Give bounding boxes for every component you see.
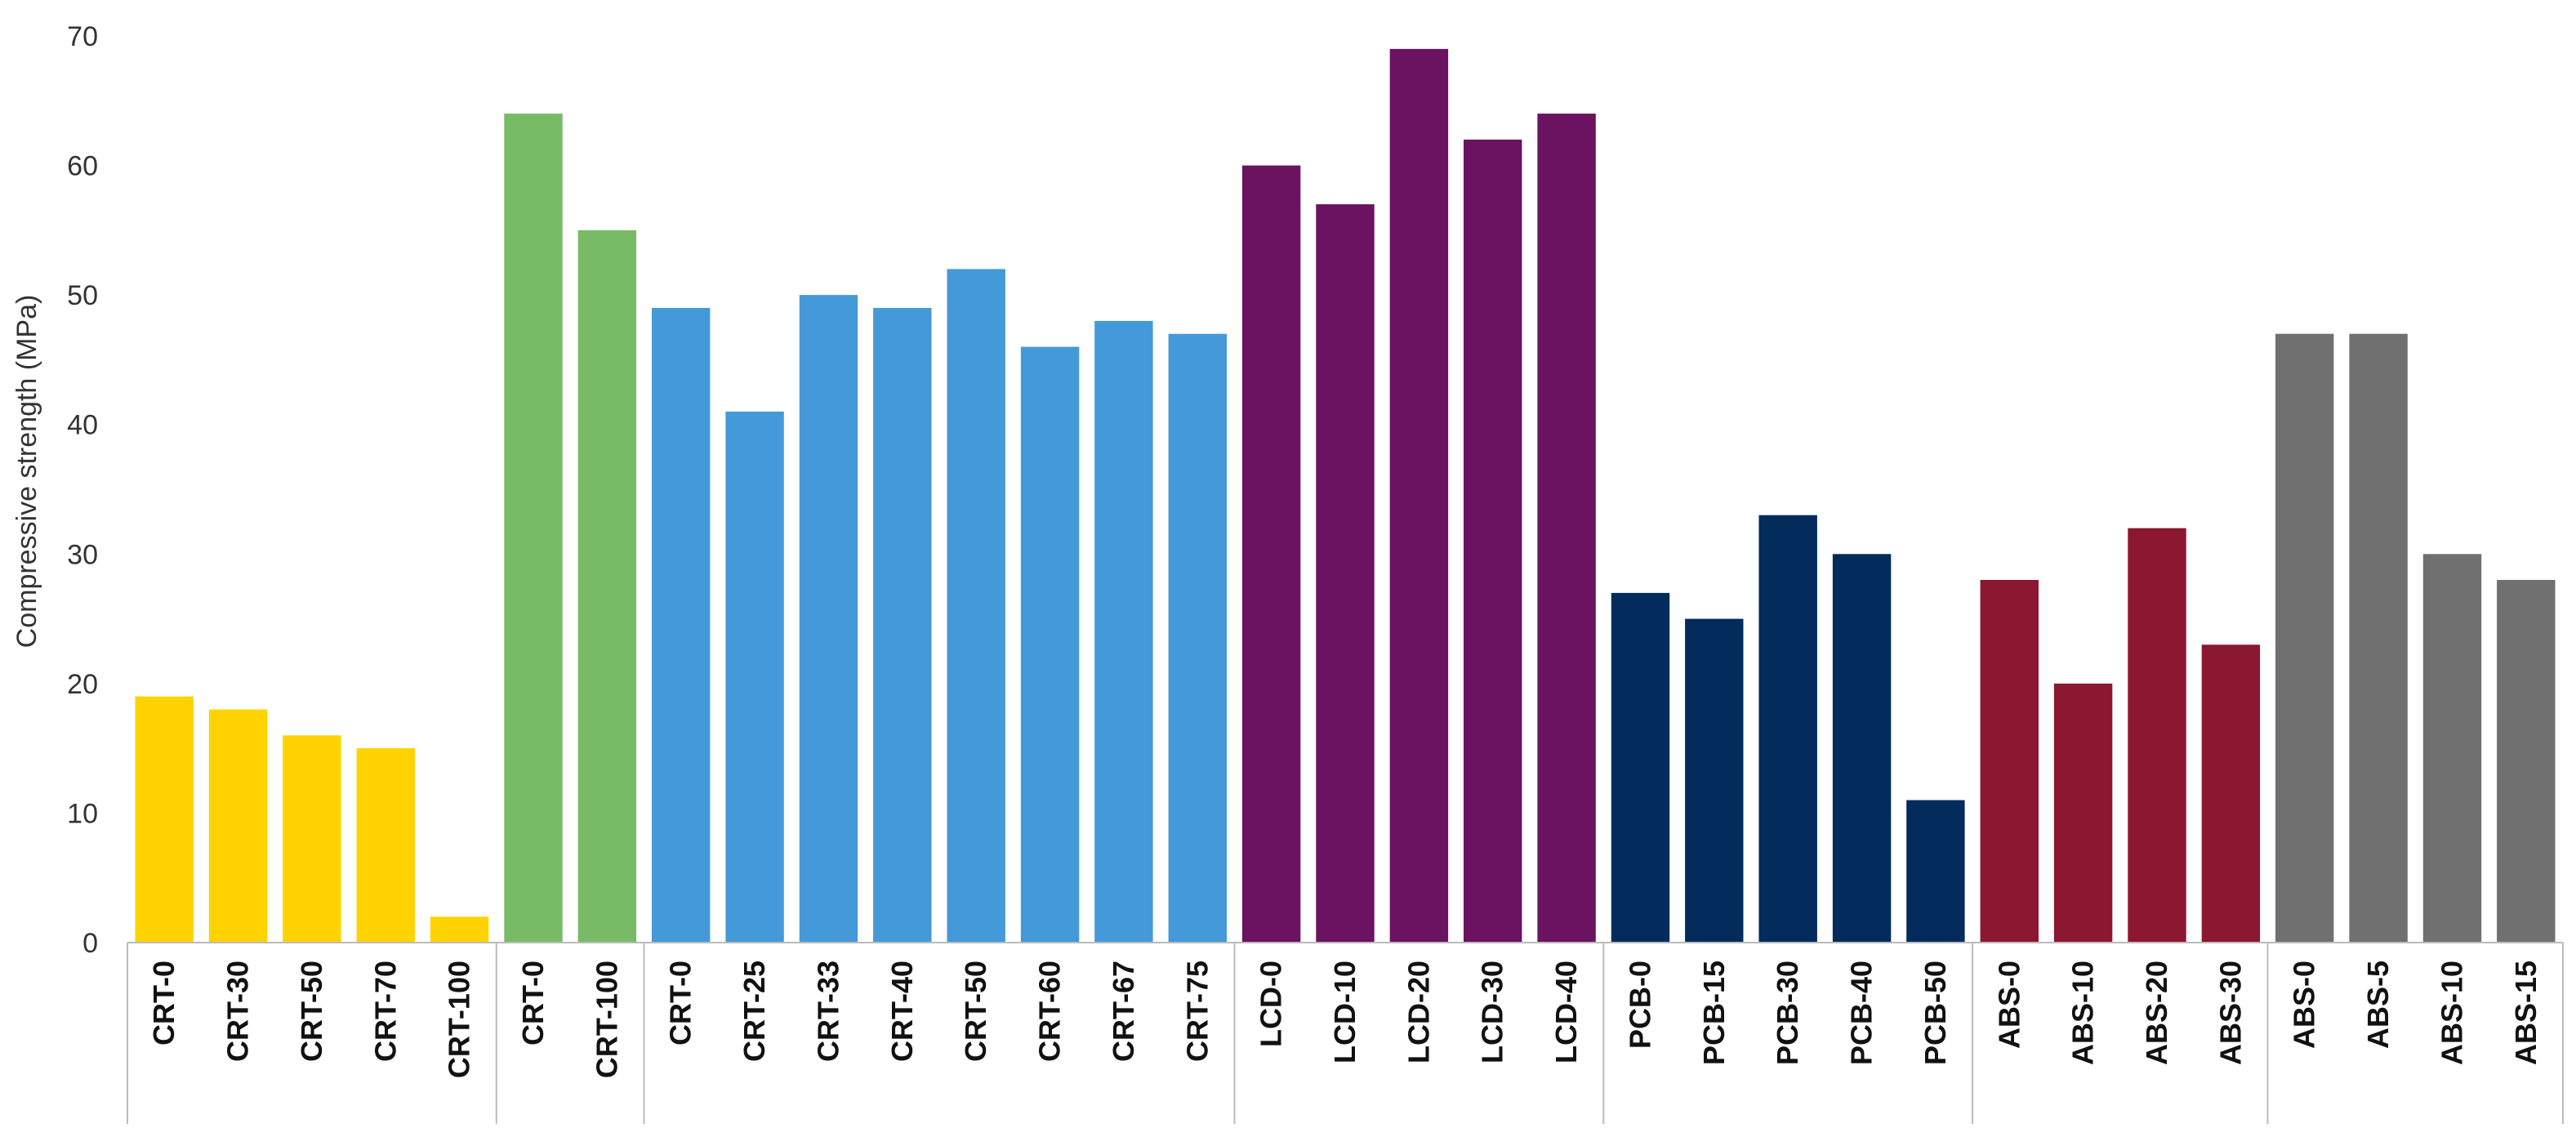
- bar: [947, 269, 1005, 943]
- bar: [283, 735, 341, 943]
- x-tick-label: CRT-70: [368, 961, 402, 1062]
- bar: [652, 308, 711, 943]
- bar: [1832, 554, 1892, 943]
- y-axis-title: Compressive strength (MPa): [11, 295, 42, 649]
- bar: [2275, 333, 2334, 943]
- x-tick-label: PCB-0: [1624, 961, 1657, 1049]
- x-tick-label: ABS-30: [2213, 961, 2247, 1065]
- x-tick-label: PCB-30: [1771, 961, 1804, 1065]
- bar: [356, 748, 415, 943]
- y-tick-label: 30: [67, 539, 98, 570]
- bar: [2201, 644, 2261, 943]
- bar: [504, 114, 563, 943]
- x-tick-label: CRT-100: [590, 961, 623, 1078]
- bar: [1685, 618, 1744, 943]
- x-tick-label: CRT-60: [1033, 961, 1067, 1062]
- y-tick-label: 20: [67, 669, 98, 700]
- bar: [2497, 580, 2556, 943]
- x-tick-label: CRT-100: [443, 961, 476, 1078]
- x-tick-label: CRT-25: [738, 961, 771, 1062]
- y-tick-label: 70: [67, 21, 98, 52]
- x-tick-label: CRT-30: [221, 961, 255, 1062]
- x-tick-label: CRT-40: [885, 961, 919, 1062]
- x-axis-labels: CRT-0 CRT-30 CRT-50 CRT-70 CRT-100 CRT-0 CRT-1…: [147, 961, 2543, 1078]
- x-tick-label: ABS-10: [2436, 961, 2469, 1065]
- x-tick-label: PCB-15: [1697, 961, 1731, 1065]
- bar: [135, 696, 194, 943]
- x-tick-label: PCB-40: [1845, 961, 1879, 1065]
- bar: [873, 308, 932, 943]
- x-tick-label: ABS-15: [2509, 961, 2543, 1065]
- x-tick-label: LCD-10: [1328, 961, 1362, 1063]
- bar: [1758, 515, 1817, 943]
- bar: [725, 411, 784, 943]
- bar: [2128, 528, 2186, 943]
- bar: [1906, 800, 1965, 943]
- bar: [1316, 204, 1375, 943]
- x-tick-label: ABS-20: [2140, 961, 2173, 1065]
- y-tick-label: 0: [82, 928, 98, 959]
- x-tick-label: CRT-75: [1180, 961, 1214, 1062]
- x-tick-label: LCD-0: [1255, 961, 1288, 1047]
- x-tick-label: ABS-0: [2288, 961, 2321, 1049]
- x-tick-label: LCD-20: [1402, 961, 1435, 1063]
- bar: [2349, 333, 2408, 943]
- y-tick-label: 50: [67, 280, 98, 311]
- x-tick-label: CRT-50: [959, 961, 992, 1062]
- x-tick-label: LCD-30: [1476, 961, 1509, 1063]
- x-tick-label: ABS-0: [1992, 961, 2026, 1049]
- group-separators: [127, 943, 2564, 1124]
- bar: [799, 295, 858, 943]
- bar: [1980, 580, 2039, 943]
- bar: [1389, 48, 1449, 943]
- x-tick-label: ABS-5: [2361, 961, 2395, 1049]
- x-tick-label: ABS-10: [2066, 961, 2100, 1065]
- bar: [1094, 320, 1153, 943]
- bar: [208, 709, 268, 943]
- bar: [2422, 554, 2482, 943]
- bar: [2053, 683, 2113, 943]
- x-tick-label: CRT-0: [147, 961, 180, 1046]
- bar: [1611, 592, 1670, 943]
- y-tick-label: 10: [67, 798, 98, 829]
- x-tick-label: CRT-0: [664, 961, 697, 1046]
- x-tick-label: PCB-50: [1919, 961, 1952, 1065]
- x-tick-label: CRT-67: [1107, 961, 1140, 1062]
- x-tick-label: CRT-0: [516, 961, 550, 1046]
- x-tick-label: CRT-33: [812, 961, 845, 1062]
- bar: [430, 916, 489, 943]
- bar: [1168, 333, 1227, 943]
- x-tick-label: CRT-50: [295, 961, 328, 1062]
- bar: [577, 230, 637, 943]
- bar: [1020, 346, 1080, 943]
- y-axis-ticks: 0 10 20 30 40 50 60 70: [67, 21, 98, 959]
- bar: [1537, 114, 1596, 943]
- x-tick-label: LCD-40: [1549, 961, 1583, 1063]
- bar: [1464, 139, 1522, 943]
- bar: [1241, 165, 1301, 943]
- bars: [135, 48, 2556, 943]
- y-tick-label: 40: [67, 410, 98, 441]
- y-tick-label: 60: [67, 151, 98, 182]
